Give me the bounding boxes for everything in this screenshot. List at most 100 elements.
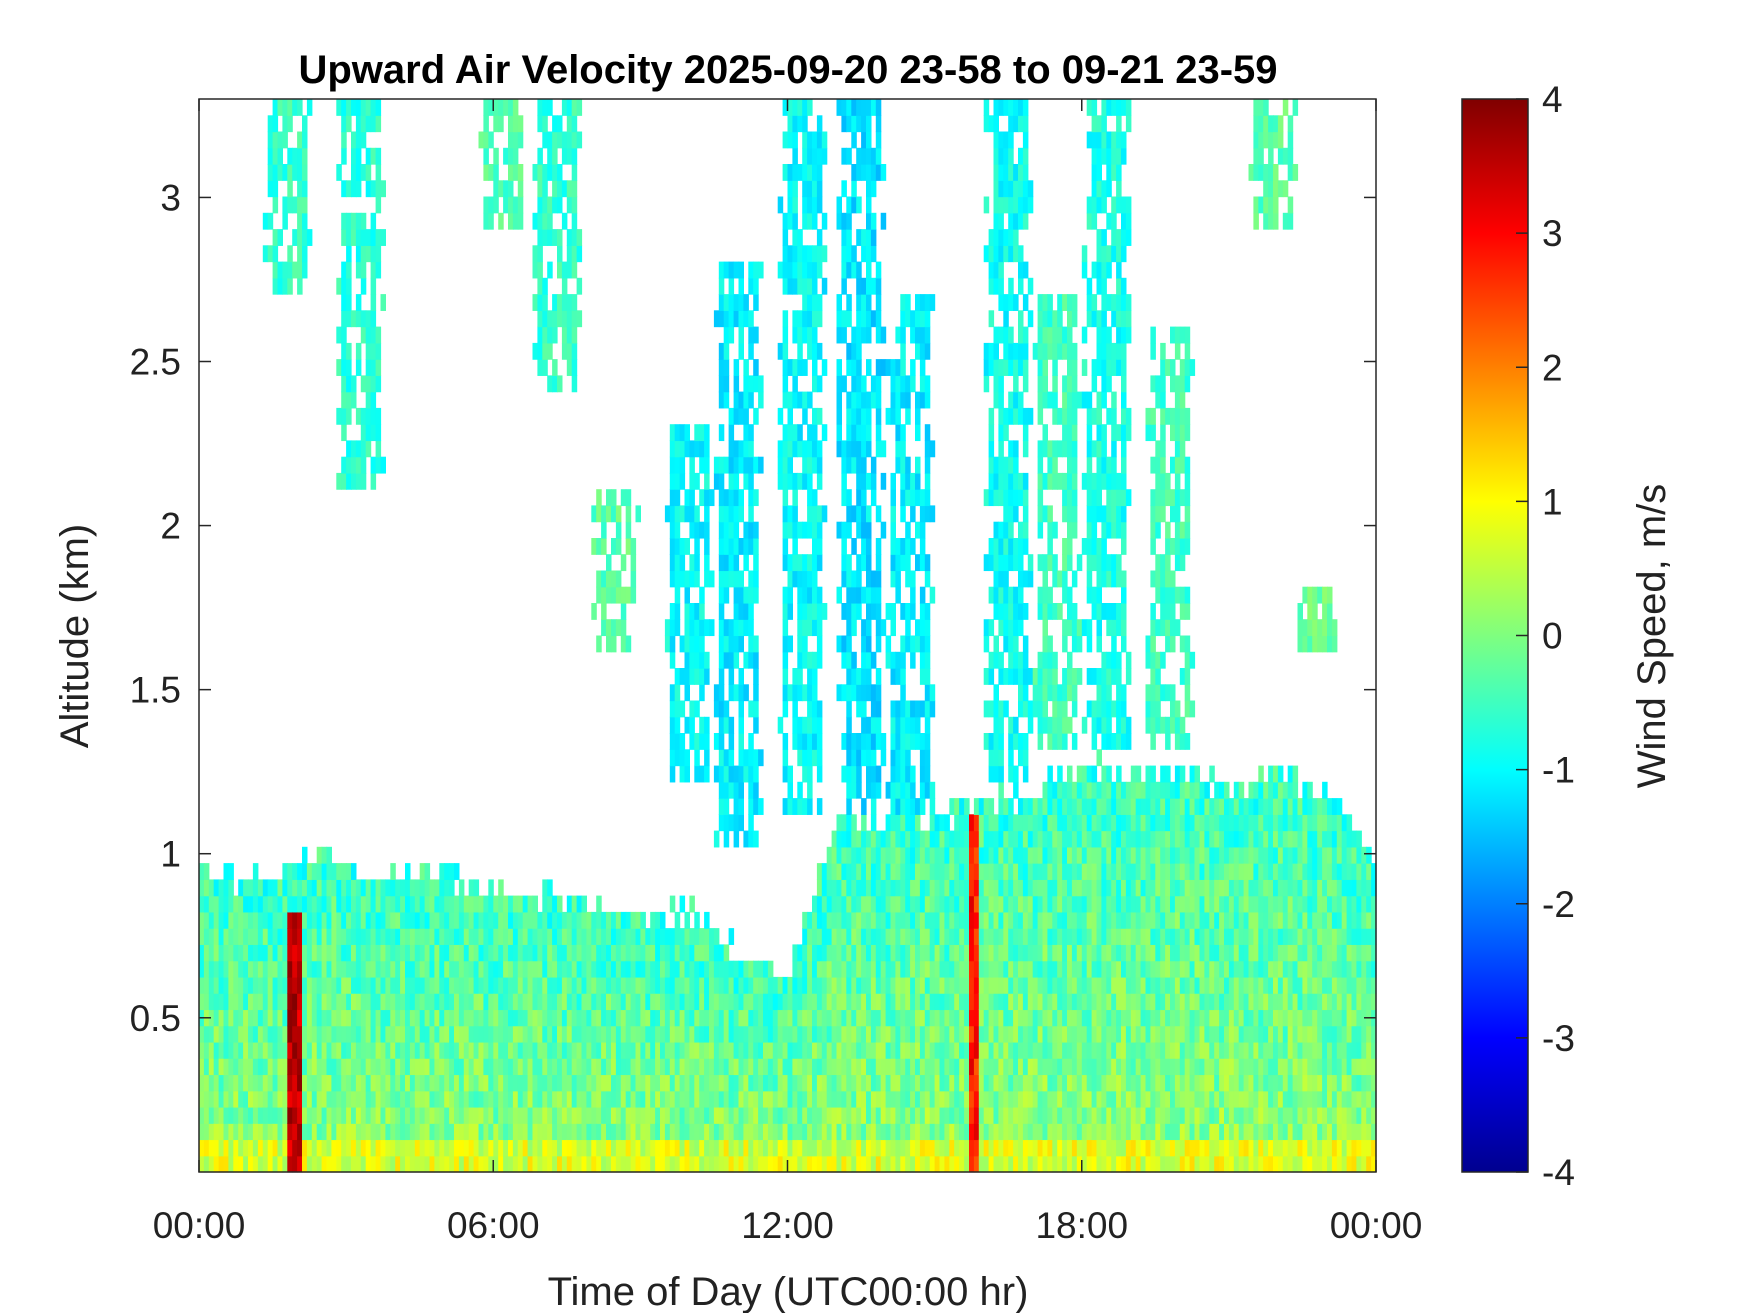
heatmap-cell [395,1025,401,1043]
heatmap-cell [802,733,808,750]
heatmap-cell [473,1058,480,1076]
heatmap-cell [532,245,538,263]
heatmap-cell [978,960,985,978]
heatmap-cell [272,1090,279,1108]
heatmap-cell [331,1009,337,1027]
heatmap-cell [704,716,710,734]
heatmap-cell [561,131,568,149]
heatmap-cell [458,1123,465,1141]
heatmap-cell [537,115,543,133]
heatmap-cell [787,424,793,442]
heatmap-cell [802,1155,808,1173]
heatmap-cell [341,407,347,425]
heatmap-cell [709,1009,715,1027]
heatmap-cell [233,1107,239,1124]
heatmap-cell [1013,375,1019,393]
heatmap-cell [1013,976,1019,994]
heatmap-cell [297,1025,303,1043]
heatmap-cell [890,749,896,767]
heatmap-cell [331,895,337,913]
heatmap-cell [797,310,803,328]
heatmap-cell [900,1123,906,1141]
heatmap-cell [444,1139,450,1157]
heatmap-cell [679,538,686,555]
heatmap-cell [709,1139,715,1157]
heatmap-cell [733,619,740,637]
heatmap-cell [983,1123,990,1141]
heatmap-cell [331,976,337,994]
heatmap-cell [998,440,1004,458]
heatmap-cell [861,846,867,864]
heatmap-cell [939,1058,945,1076]
heatmap-cell [919,359,926,376]
heatmap-cell [537,277,543,295]
heatmap-cell [478,1009,484,1027]
heatmap-cell [370,472,377,490]
heatmap-cell [880,1074,887,1092]
heatmap-cell [1022,294,1029,311]
heatmap-cell [488,976,494,994]
heatmap-cell [370,1107,377,1124]
heatmap-cell [522,1025,529,1043]
heatmap-cell [919,489,926,507]
heatmap-cell [1027,863,1034,880]
heatmap-cell [503,1074,509,1092]
heatmap-cell [532,1074,538,1092]
heatmap-cell [512,131,519,149]
heatmap-cell [851,131,857,149]
heatmap-cell [630,1155,637,1173]
heatmap-cell [272,976,279,994]
heatmap-cell [866,830,872,848]
heatmap-cell [841,895,847,913]
heatmap-cell [782,440,789,458]
heatmap-cell [1027,1155,1034,1173]
heatmap-cell [306,1009,313,1027]
heatmap-cell [841,115,847,133]
heatmap-cell [1008,196,1014,214]
heatmap-cell [375,1090,382,1108]
heatmap-cell [674,1155,681,1173]
heatmap-cell [302,164,308,181]
heatmap-cell [753,538,759,555]
heatmap-cell [1013,928,1019,945]
heatmap-cell [297,277,303,295]
heatmap-cell [831,1009,838,1027]
heatmap-cell [664,1107,671,1124]
heatmap-cell [861,879,867,897]
heatmap-cell [498,1041,504,1059]
heatmap-cell [949,960,955,978]
heatmap-cell [552,993,558,1011]
heatmap-cell [1027,798,1034,815]
heatmap-cell [753,668,759,685]
heatmap-cell [385,1058,391,1076]
heatmap-cell [341,294,347,311]
heatmap-cell [816,635,823,653]
heatmap-cell [880,1058,887,1076]
heatmap-cell [959,1041,965,1059]
heatmap-cell [959,830,965,848]
heatmap-cell [1027,554,1034,572]
heatmap-cell [380,1107,386,1124]
heatmap-cell [557,1025,563,1043]
heatmap-cell [738,976,744,994]
heatmap-cell [812,668,818,685]
heatmap-cell [900,1107,906,1124]
heatmap-cell [929,1090,936,1108]
heatmap-cell [370,928,377,945]
heatmap-cell [591,976,597,994]
heatmap-cell [954,911,960,929]
heatmap-cell [905,1025,911,1043]
heatmap-cell [748,651,754,669]
heatmap-cell [355,212,362,230]
heatmap-cell [856,456,862,474]
heatmap-cell [1008,229,1014,246]
heatmap-cell [375,960,382,978]
heatmap-cell [812,554,818,572]
heatmap-cell [777,1107,784,1124]
heatmap-cell [351,1041,357,1059]
heatmap-cell [522,1090,529,1108]
heatmap-cell [517,1090,524,1108]
heatmap-cell [807,212,813,230]
heatmap-cell [375,993,382,1011]
